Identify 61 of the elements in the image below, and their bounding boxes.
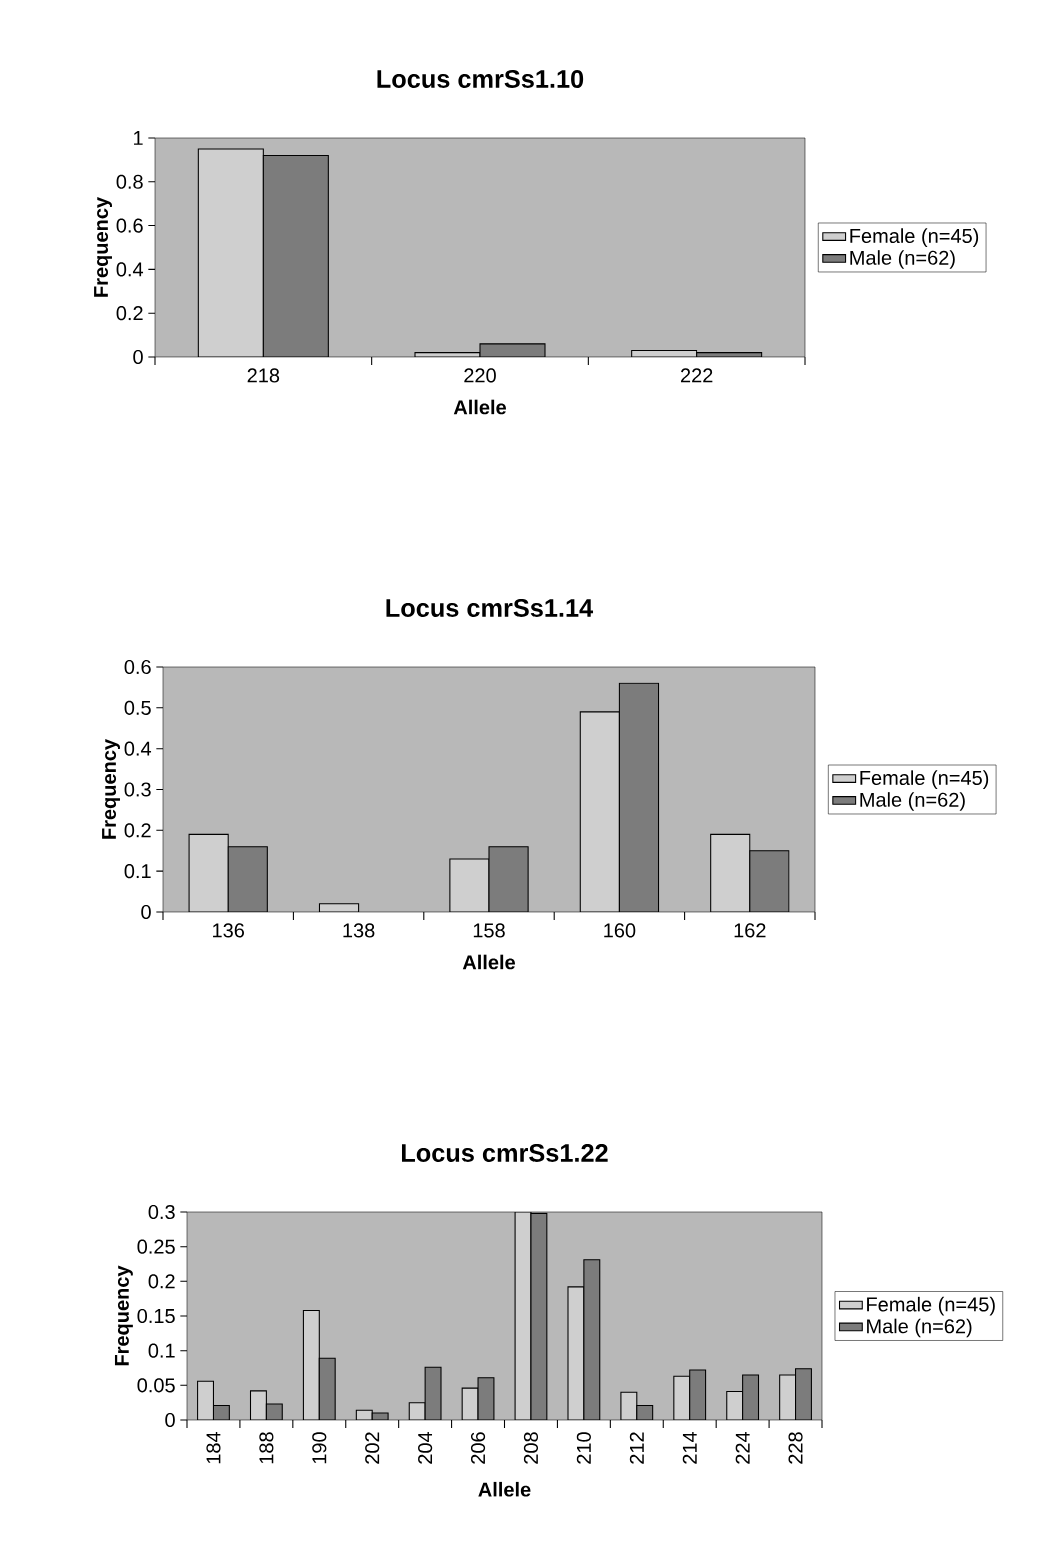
y-tick-label: 0.1 <box>148 1343 175 1358</box>
y-tick-label: 0.3 <box>148 1204 175 1220</box>
y-tick-label: 0.6 <box>124 659 151 675</box>
y-tick-label: 0.1 <box>124 864 151 879</box>
x-tick-label: 218 <box>247 368 280 383</box>
y-tick-label: 0.4 <box>116 262 144 277</box>
chart-title: Locus cmrSs1.22 <box>401 1144 608 1162</box>
x-tick-label: 224 <box>735 1431 750 1464</box>
bar <box>262 154 329 357</box>
bar <box>710 833 751 912</box>
y-tick-label: 0.15 <box>137 1308 175 1324</box>
x-tick-label: 184 <box>206 1431 221 1464</box>
x-tick-label: 206 <box>470 1432 486 1464</box>
x-tick-label: 188 <box>259 1432 274 1464</box>
x-tick-label: 136 <box>213 923 244 938</box>
bar <box>197 148 264 357</box>
x-tick-label: 138 <box>343 923 375 938</box>
x-tick-label: 190 <box>312 1432 327 1464</box>
y-tick-label: 0.6 <box>116 218 143 233</box>
y-axis-title: Frequency <box>102 739 120 839</box>
y-tick-label: 0.2 <box>116 306 143 321</box>
legend-label: Male (n=62) <box>867 1318 972 1338</box>
legend-label: Male (n=62) <box>850 250 955 269</box>
x-tick-label: 162 <box>734 923 766 938</box>
y-tick-label: 0.5 <box>124 700 151 715</box>
x-tick-label: 214 <box>682 1431 697 1464</box>
legend-label: Male (n=62) <box>860 792 965 811</box>
x-axis-title: Allele <box>462 954 515 970</box>
x-axis-title: Allele <box>478 1481 531 1497</box>
x-tick-label: 202 <box>365 1432 380 1464</box>
y-axis-title: Frequency <box>94 197 112 297</box>
chart-title: Locus cmrSs1.14 <box>386 599 594 617</box>
y-tick-label: 0.3 <box>124 782 151 797</box>
x-tick-label: 160 <box>604 923 636 938</box>
x-tick-label: 212 <box>629 1432 644 1464</box>
y-tick-label: 0.2 <box>124 823 151 838</box>
y-tick-label: 0.25 <box>137 1239 175 1254</box>
chart-title: Locus cmrSs1.10 <box>377 70 584 88</box>
y-tick-label: 0 <box>141 904 151 920</box>
y-tick-label: 0.2 <box>148 1274 175 1289</box>
legend-label: Female (n=45) <box>860 770 989 789</box>
x-tick-label: 158 <box>473 923 505 938</box>
bar <box>579 711 620 912</box>
y-tick-label: 1 <box>134 131 143 145</box>
y-axis-title: Frequency <box>114 1265 133 1366</box>
x-axis-title: Allele <box>453 399 506 415</box>
x-tick-label: 222 <box>680 368 713 383</box>
y-tick-label: 0 <box>165 1412 175 1428</box>
legend-label: Female (n=45) <box>850 228 979 247</box>
x-tick-label: 220 <box>464 368 496 383</box>
y-tick-label: 0 <box>133 349 143 365</box>
x-tick-label: 228 <box>788 1432 803 1464</box>
bar <box>449 858 490 912</box>
x-tick-label: 204 <box>418 1431 433 1464</box>
legend-label: Female (n=45) <box>867 1296 995 1316</box>
y-tick-label: 0.4 <box>124 741 152 756</box>
x-tick-label: 208 <box>523 1432 539 1464</box>
bar <box>188 833 229 912</box>
x-tick-label: 210 <box>576 1432 591 1464</box>
y-tick-label: 0.05 <box>137 1378 175 1393</box>
y-tick-label: 0.8 <box>116 174 143 189</box>
